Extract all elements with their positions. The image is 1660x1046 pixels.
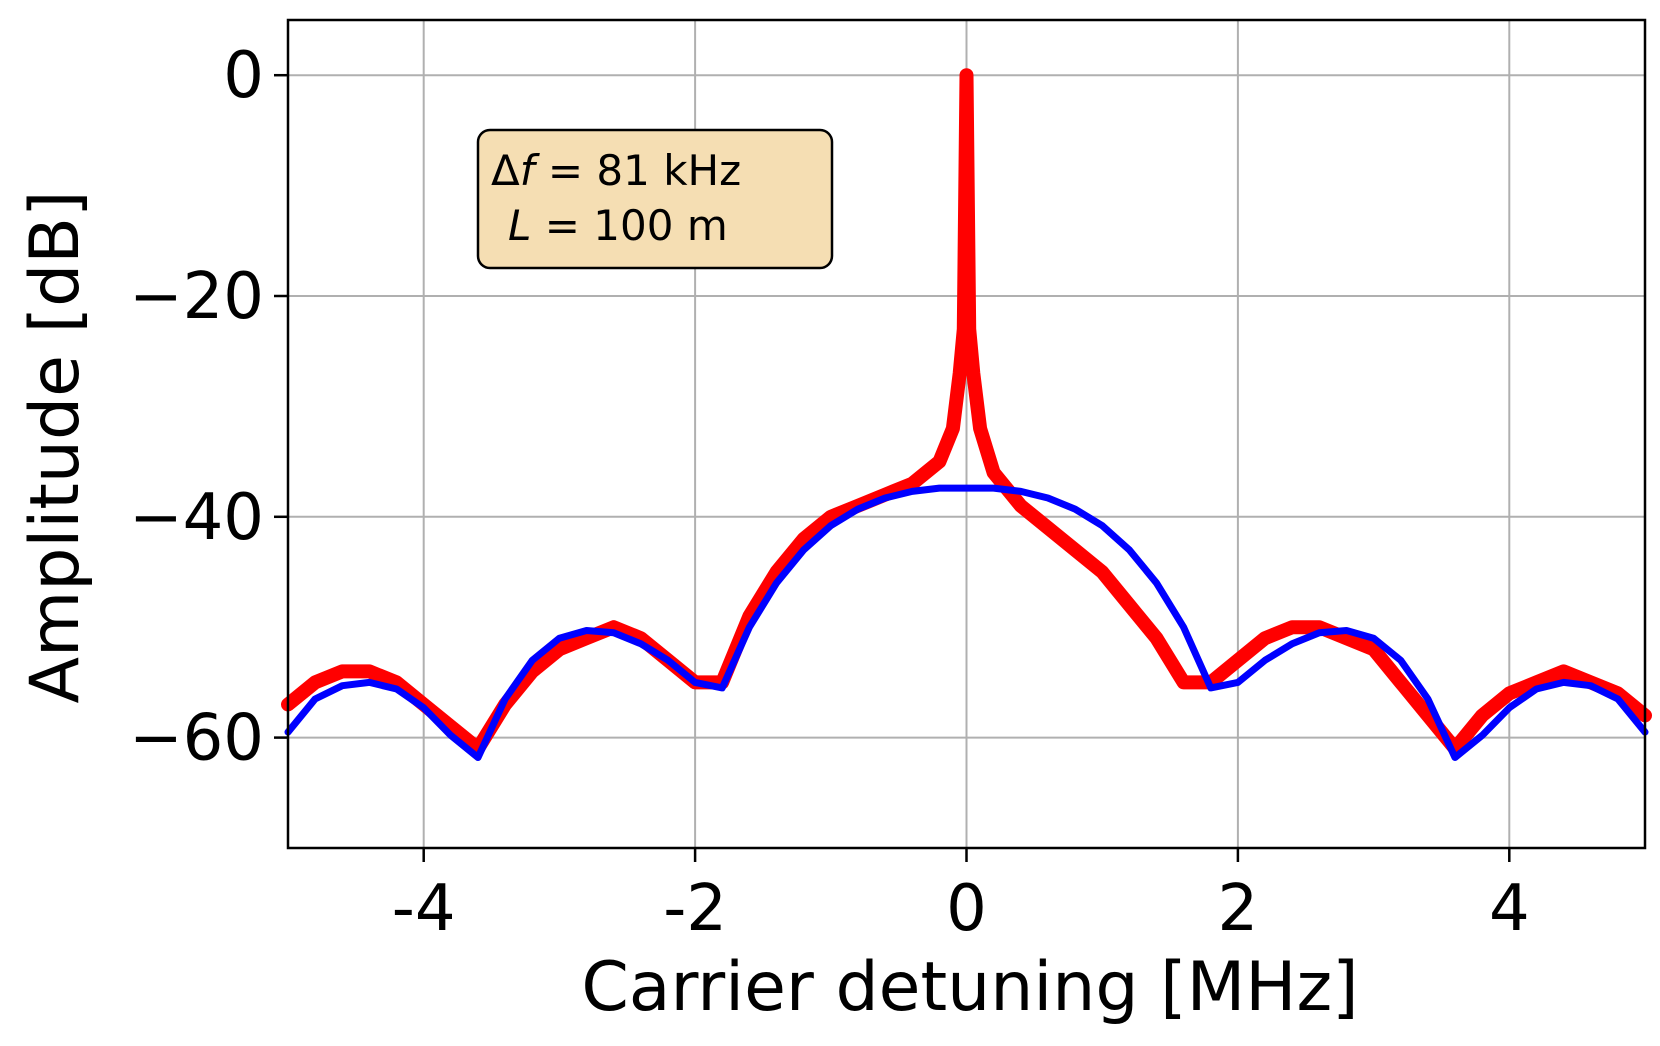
measured-data-point [953, 367, 966, 380]
model-data-point [1126, 546, 1133, 553]
model-data-point [746, 624, 753, 631]
x-axis-label: Carrier detuning [MHz] [581, 948, 1358, 1027]
model-data-point [1262, 657, 1268, 664]
measured-data-point [946, 422, 959, 435]
measured-data-point [1041, 521, 1054, 534]
model-data-point [1072, 506, 1079, 513]
x-tick-label: 0 [946, 872, 987, 946]
measured-data-point [967, 367, 980, 380]
measured-data-point [1014, 499, 1027, 512]
measured-data-point [1367, 643, 1380, 656]
model-data-point [990, 485, 997, 492]
measured-data-point [797, 532, 810, 545]
y-axis-label: Amplitude [dB] [16, 191, 95, 704]
y-tick-label: −60 [129, 702, 264, 776]
x-tick-label: -2 [663, 872, 727, 946]
measured-data-point [963, 323, 976, 336]
model-data-point [1343, 627, 1350, 634]
annotation-box: Δf = 81 kHz L = 100 m [476, 128, 834, 270]
model-data-point [637, 640, 644, 647]
model-data-point [936, 485, 943, 492]
measured-data-point [1394, 676, 1407, 689]
model-data-point [529, 657, 536, 664]
measured-data-point [960, 69, 973, 82]
model-data-point [963, 485, 970, 492]
series-layer [281, 68, 1652, 761]
model-data-point [1560, 679, 1567, 686]
measured-data-point [906, 477, 919, 490]
model-data-point [1479, 732, 1486, 739]
measured-data-point [1340, 632, 1353, 645]
x-tick-label: 4 [1489, 872, 1530, 946]
measured-data-point [336, 665, 349, 678]
measured-data-point [933, 455, 946, 468]
model-data-point [1017, 488, 1024, 495]
x-tick-label: 2 [1218, 872, 1259, 946]
model-data-point [583, 627, 590, 634]
model-data-point [1587, 682, 1594, 689]
tick-labels: -4 -2 0 2 4 0 −20 −40 −60 [129, 39, 1530, 946]
measured-data-point [580, 632, 593, 645]
model-data-point [1180, 624, 1187, 631]
model-data-point [1533, 686, 1540, 692]
tick-marks [274, 73, 1511, 862]
model-data-point [827, 522, 834, 529]
model-data-point [1099, 522, 1106, 529]
measured-data-point [309, 676, 322, 689]
model-data-point [1424, 696, 1431, 702]
measured-data-point [1150, 632, 1163, 645]
model-data-point [692, 679, 699, 686]
model-data-point [556, 635, 563, 642]
model-data-point [475, 754, 481, 761]
model-data-point [719, 684, 726, 691]
model-data-point [502, 696, 509, 702]
model-data-point [447, 732, 454, 739]
model-data-point [1614, 696, 1621, 702]
x-tick-label: -4 [392, 872, 456, 946]
model-data-point [800, 546, 807, 553]
model-data-point [366, 679, 373, 686]
measured-data-point [1286, 621, 1299, 634]
model-data-point [339, 682, 346, 689]
model-data-point [1153, 580, 1160, 586]
model-data-point [1397, 657, 1404, 664]
measured-data-point [1557, 665, 1570, 678]
measured-data-point [1231, 654, 1244, 667]
measured-data-point [363, 665, 376, 678]
model-data-point [393, 686, 400, 692]
model-data-point [665, 657, 671, 664]
measured-data-point [1177, 676, 1190, 689]
model-data-point [1452, 754, 1458, 761]
y-tick-label: −40 [129, 481, 264, 555]
model-data-point [1316, 629, 1323, 636]
measured-data-point [553, 643, 566, 656]
annotation-background [476, 128, 834, 270]
measured-data-point [1476, 709, 1489, 722]
model-data-point [1207, 684, 1214, 691]
measured-data-point [1503, 687, 1516, 700]
y-tick-label: −20 [129, 260, 264, 334]
measured-data-point [1123, 599, 1136, 612]
model-data-point [1370, 635, 1377, 642]
y-tick-label: 0 [223, 39, 264, 113]
model-data-point [1289, 640, 1296, 647]
model-data-point [1234, 679, 1241, 686]
model-data-point [854, 506, 861, 513]
measured-data-point [1069, 543, 1082, 556]
model-data-point [312, 696, 319, 702]
model-data-point [773, 580, 780, 586]
model-data-point [610, 629, 617, 636]
annotation-line-2: L = 100 m [508, 201, 728, 250]
model-data-point [882, 495, 889, 501]
measured-data-point [1259, 632, 1271, 645]
measured-data-point [974, 422, 987, 435]
measured-data-point [1096, 566, 1109, 578]
model-data-point [420, 704, 427, 711]
annotation-line-1: Δf = 81 kHz [491, 146, 741, 195]
model-data-point [909, 488, 916, 495]
model-data-point [1044, 495, 1051, 501]
model-data-point [1506, 704, 1513, 711]
measured-data-point [987, 466, 1000, 479]
